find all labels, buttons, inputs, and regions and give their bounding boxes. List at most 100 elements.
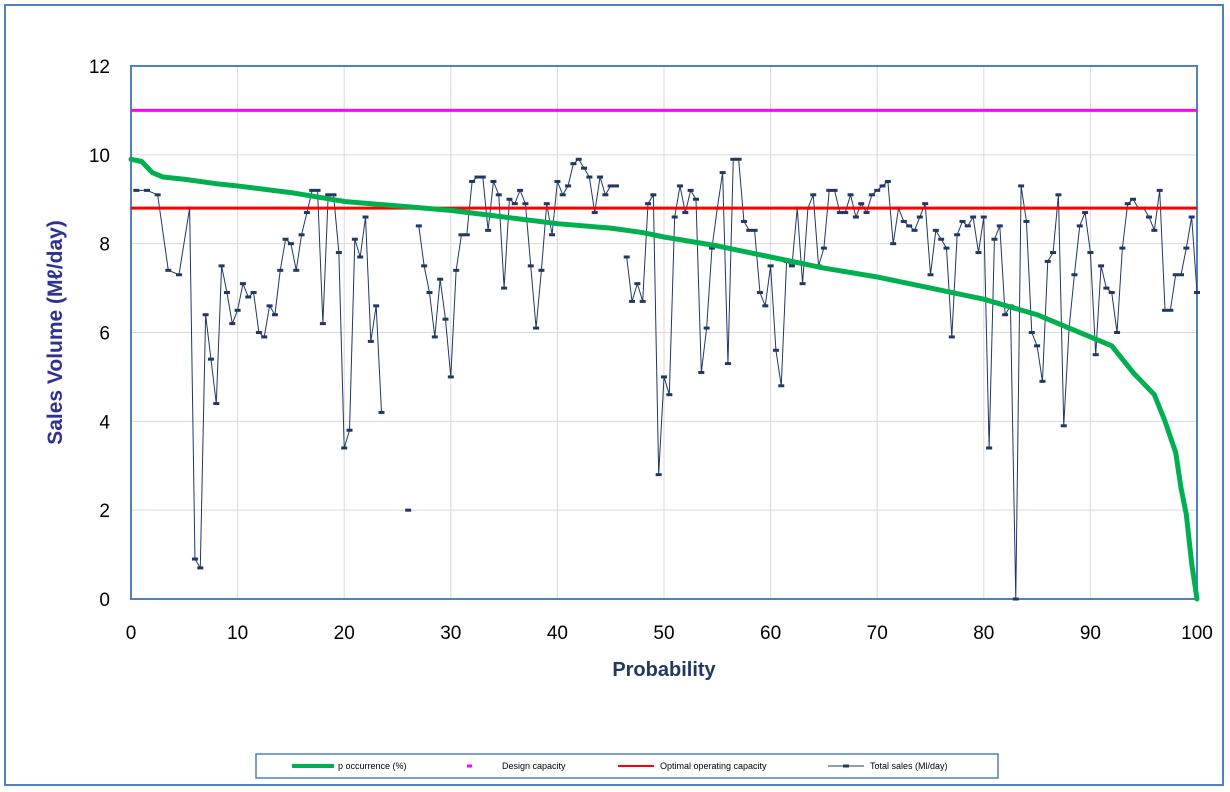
total-sales-point (719, 171, 726, 175)
total-sales-point (1188, 215, 1195, 219)
total-sales-point (239, 282, 246, 286)
total-sales-point (629, 299, 636, 303)
total-sales-point (975, 251, 982, 255)
total-sales-point (954, 233, 961, 237)
total-sales-point (874, 188, 881, 192)
total-sales-point (799, 282, 806, 286)
total-sales-point (938, 237, 945, 241)
total-sales-point (154, 193, 161, 197)
total-sales-point (549, 233, 556, 237)
total-sales-point (506, 197, 513, 201)
total-sales-point (453, 268, 460, 272)
total-sales-point (330, 193, 337, 197)
total-sales-point (708, 246, 715, 250)
total-sales-point (756, 291, 763, 295)
total-sales-point (682, 211, 689, 215)
total-sales-point (309, 188, 316, 192)
total-sales-point (570, 162, 577, 166)
total-sales-point (538, 268, 545, 272)
total-sales-point (442, 317, 449, 321)
series-total-sales-line (418, 158, 617, 377)
x-tick-labels: 0 10 20 30 40 50 60 70 80 90 100 (126, 623, 1213, 644)
total-sales-point (623, 255, 630, 259)
total-sales-point (405, 508, 412, 512)
y-tick-label: 8 (99, 235, 110, 256)
total-sales-point (474, 175, 481, 179)
legend-label: p occurrence (%) (338, 761, 407, 771)
total-sales-point (479, 175, 486, 179)
total-sales-point (810, 193, 817, 197)
total-sales-point (767, 264, 774, 268)
total-sales-point (261, 335, 268, 339)
total-sales-point (373, 304, 380, 308)
total-sales-point (1002, 313, 1009, 317)
total-sales-point (362, 215, 369, 219)
total-sales-point (1172, 273, 1179, 277)
series-layer (128, 108, 1200, 602)
y-tick-label: 6 (99, 324, 110, 345)
total-sales-point (597, 175, 604, 179)
y-tick-label: 0 (99, 590, 110, 611)
total-sales-point (341, 446, 348, 450)
total-sales-point (1103, 286, 1110, 290)
total-sales-point (607, 184, 614, 188)
total-sales-point (447, 375, 454, 379)
total-sales-point (586, 175, 593, 179)
total-sales-point (1108, 291, 1115, 295)
total-sales-point (415, 224, 422, 228)
total-sales-point (911, 228, 918, 232)
total-sales-point (426, 291, 433, 295)
total-sales-point (303, 211, 310, 215)
total-sales-point (565, 184, 572, 188)
total-sales-point (431, 335, 438, 339)
total-sales-point (959, 219, 966, 223)
total-sales-point (469, 179, 476, 183)
total-sales-point (197, 566, 204, 570)
y-tick-label: 10 (89, 146, 110, 167)
total-sales-point (1098, 264, 1105, 268)
total-sales-point (437, 277, 444, 281)
total-sales-point (287, 242, 294, 246)
total-sales-point (602, 193, 609, 197)
total-sales-point (932, 228, 939, 232)
total-sales-point (1092, 353, 1099, 357)
total-sales-point (820, 246, 827, 250)
total-sales-point (533, 326, 540, 330)
total-sales-point (847, 193, 854, 197)
y-tick-label: 2 (99, 501, 110, 522)
x-tick-label: 0 (126, 623, 137, 644)
total-sales-point (1162, 308, 1169, 312)
total-sales-point (591, 211, 598, 215)
total-sales-point (277, 268, 284, 272)
total-sales-point (175, 273, 182, 277)
total-sales-point (1034, 344, 1041, 348)
total-sales-point (842, 211, 849, 215)
total-sales-point (964, 224, 971, 228)
total-sales-point (650, 193, 657, 197)
total-sales-point (367, 339, 374, 343)
total-sales-point (463, 233, 470, 237)
x-tick-label: 20 (334, 623, 355, 644)
total-sales-point (218, 264, 225, 268)
total-sales-point (202, 313, 209, 317)
series-total-sales-line (626, 158, 1198, 600)
total-sales-point (1146, 215, 1153, 219)
series-p-occurrence-line (128, 156, 1200, 602)
x-tick-label: 80 (973, 623, 994, 644)
total-sales-point (207, 357, 214, 361)
total-sales-point (852, 215, 859, 219)
total-sales-point (927, 273, 934, 277)
total-sales-point (357, 255, 364, 259)
series-total-sales-line (136, 189, 383, 570)
total-sales-point (900, 219, 907, 223)
total-sales-point (1023, 219, 1030, 223)
total-sales-point (788, 264, 795, 268)
total-sales-point (836, 211, 843, 215)
total-sales-point (863, 211, 870, 215)
total-sales-point (980, 215, 987, 219)
total-sales-point (698, 370, 705, 374)
total-sales-point (868, 193, 875, 197)
total-sales-point (554, 179, 561, 183)
total-sales-point (1178, 273, 1185, 277)
total-sales-point (1071, 273, 1078, 277)
